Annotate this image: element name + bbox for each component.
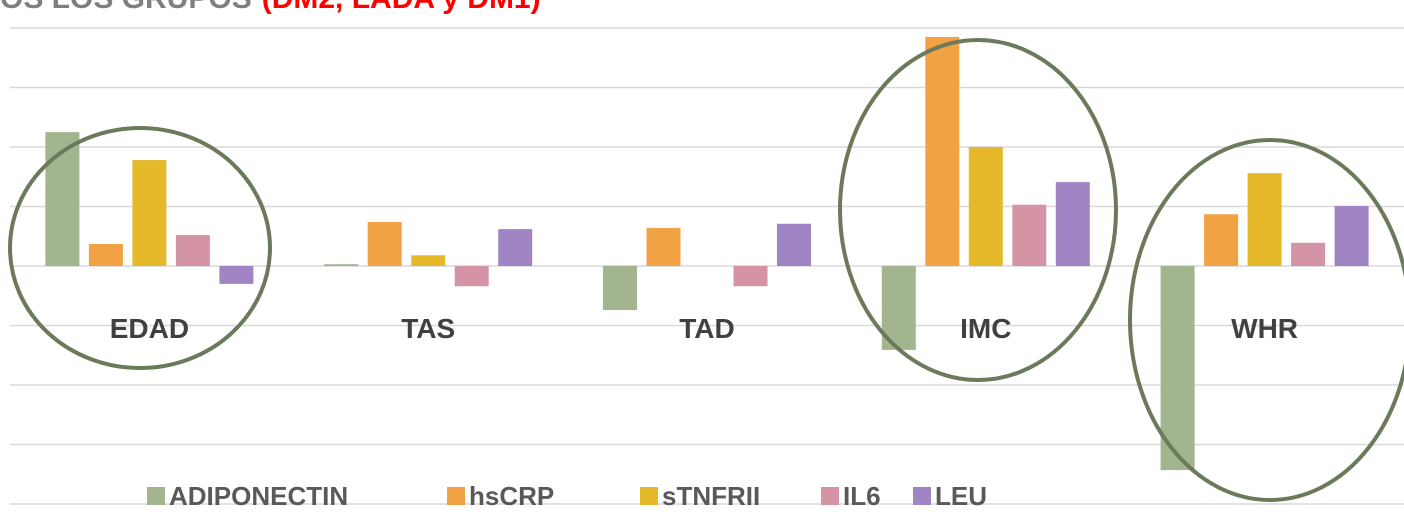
legend-swatch xyxy=(821,487,839,505)
category-label: WHR xyxy=(1231,313,1298,344)
legend-label: IL6 xyxy=(843,481,881,511)
bar xyxy=(498,229,533,266)
title-part: OS LOS GRUPOS xyxy=(0,0,252,15)
bar xyxy=(1055,182,1090,266)
bar xyxy=(1204,214,1239,266)
bar xyxy=(411,255,446,266)
highlight-circles xyxy=(8,38,1404,502)
highlight-ellipse xyxy=(838,38,1118,382)
bar xyxy=(1247,173,1282,266)
bar xyxy=(88,243,123,266)
legend-label: sTNFRII xyxy=(662,481,760,511)
bar xyxy=(1334,205,1369,266)
legend-swatch xyxy=(147,487,165,505)
bar xyxy=(132,160,167,266)
bar xyxy=(1291,242,1326,266)
bar xyxy=(603,266,637,311)
category-label: TAD xyxy=(679,313,734,344)
legend-label: hsCRP xyxy=(469,481,554,511)
legend-label: LEU xyxy=(935,481,987,511)
bar xyxy=(175,235,210,266)
highlight-ellipse xyxy=(8,126,272,370)
legend-swatch xyxy=(913,487,931,505)
bar xyxy=(733,266,768,287)
title-highlight: (DM2, LADA y DM1) xyxy=(262,0,541,15)
legend-label: ADIPONECTIN xyxy=(169,481,348,511)
bar xyxy=(219,266,254,284)
highlight-ellipse xyxy=(1128,138,1404,502)
category-label: TAS xyxy=(401,313,455,344)
bar xyxy=(1012,204,1047,266)
bar xyxy=(1160,266,1195,471)
category-label: IMC xyxy=(960,313,1011,344)
legend-swatch xyxy=(640,487,658,505)
bar xyxy=(324,264,359,266)
bar xyxy=(925,36,960,266)
bar xyxy=(777,223,811,266)
bar xyxy=(45,132,80,266)
bar xyxy=(646,227,681,266)
bar xyxy=(454,266,489,287)
category-label: EDAD xyxy=(110,313,189,344)
plot-area: EDAD TAS TAD IMC WHR xyxy=(10,27,1404,505)
legend-swatch xyxy=(447,487,465,505)
bar xyxy=(367,221,402,266)
chart-title: OS LOS GRUPOS (DM2, LADA y DM1) xyxy=(0,0,541,15)
bar xyxy=(968,147,1003,266)
